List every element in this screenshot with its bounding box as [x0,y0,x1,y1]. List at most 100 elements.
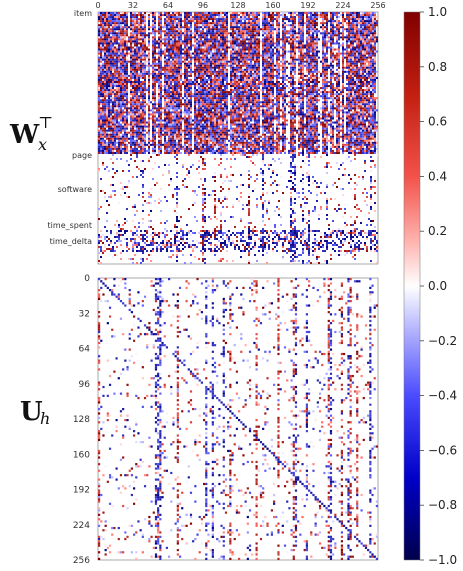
wx-cell [292,18,294,21]
wx-cell [126,91,128,94]
wx-cell [172,48,174,51]
wx-cell [310,36,312,39]
wx-cell [368,26,370,29]
wx-cell [132,76,134,79]
wx-cell [292,87,294,90]
wx-cell [248,64,250,67]
wx-cell [208,58,210,61]
wx-cell [348,89,350,92]
wx-cell [342,87,344,90]
wx-cell [292,83,294,86]
wx-cell [322,64,324,67]
wx-cell [176,62,178,65]
wx-cell [152,80,154,83]
wx-cell [186,56,188,59]
wx-cell [334,34,336,37]
wx-cell [218,72,220,75]
wx-cell [130,50,132,53]
wx-cell [282,91,284,94]
wx-cell [140,64,142,67]
wx-cell [332,93,334,96]
wx-cell [114,72,116,75]
wx-cell [314,50,316,53]
wx-cell [130,22,132,25]
wx-cell [358,70,360,73]
wx-cell [174,26,176,29]
wx-cell [190,36,192,39]
wx-cell [366,64,368,67]
wx-cell [300,14,302,17]
wx-cell [270,91,272,94]
wx-cell [226,89,228,92]
wx-cell [168,70,170,73]
wx-cell [120,22,122,25]
wx-cell [98,24,100,27]
wx-cell [222,72,224,75]
wx-cell [114,16,116,19]
wx-cell [230,28,232,31]
wx-cell [250,68,252,71]
wx-cell [276,14,278,17]
wx-cell [184,54,186,57]
wx-cell [272,54,274,57]
wx-cell [306,87,308,90]
wx-cell [300,44,302,47]
wx-cell [124,62,126,65]
wx-cell [174,20,176,23]
wx-cell [212,26,214,29]
wx-cell [252,64,254,67]
wx-cell [368,14,370,17]
wx-cell [272,66,274,69]
wx-cell [246,32,248,35]
wx-cell [134,18,136,21]
wx-cell [362,22,364,25]
wx-cell [120,24,122,27]
wx-cell [122,83,124,86]
wx-cell [326,91,328,94]
wx-cell [232,80,234,83]
wx-cell [366,70,368,73]
wx-cell [306,40,308,43]
wx-cell [190,83,192,86]
wx-cell [180,64,182,67]
wx-cell [256,70,258,73]
wx-cell [210,80,212,83]
wx-cell [120,68,122,71]
wx-cell [210,28,212,31]
wx-cell [262,60,264,63]
wx-cell [212,38,214,41]
wx-cell [144,34,146,37]
wx-cell [120,46,122,49]
wx-cell [106,78,108,81]
wx-cell [244,93,246,96]
wx-cell [314,70,316,73]
wx-cell [314,58,316,61]
wx-cell [282,58,284,61]
wx-cell [284,26,286,29]
wx-cell [226,87,228,90]
wx-cell [206,52,208,55]
wx-cell [122,40,124,43]
wx-cell [258,87,260,90]
wx-cell [278,40,280,43]
wx-cell [338,50,340,53]
wx-cell [216,46,218,49]
wx-cell [114,80,116,83]
wx-cell [244,95,246,98]
wx-cell [364,66,366,69]
wx-cell [194,16,196,19]
wx-cell [194,28,196,31]
wx-cell [330,87,332,90]
wx-cell [232,89,234,92]
wx-cell [212,80,214,83]
wx-cell [186,87,188,90]
wx-cell [306,48,308,51]
wx-cell [124,70,126,73]
wx-cell [342,38,344,41]
wx-cell [188,56,190,59]
wx-cell [138,18,140,21]
wx-cell [274,85,276,88]
wx-cell [360,58,362,61]
wx-cell [110,50,112,53]
wx-cell [336,26,338,29]
